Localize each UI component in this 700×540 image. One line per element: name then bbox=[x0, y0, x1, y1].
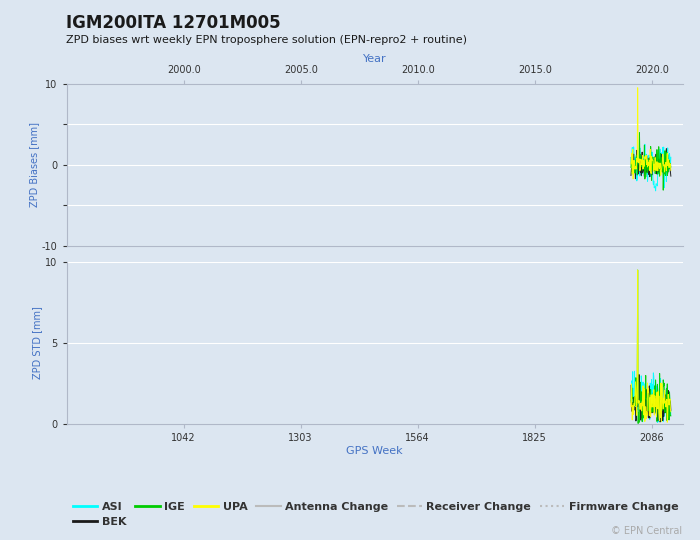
X-axis label: Year: Year bbox=[363, 54, 386, 64]
Text: © EPN Central: © EPN Central bbox=[611, 525, 682, 536]
Y-axis label: ZPD Biases [mm]: ZPD Biases [mm] bbox=[29, 122, 39, 207]
X-axis label: GPS Week: GPS Week bbox=[346, 446, 402, 456]
Y-axis label: ZPD STD [mm]: ZPD STD [mm] bbox=[32, 307, 43, 379]
Text: IGM200ITA 12701M005: IGM200ITA 12701M005 bbox=[66, 14, 281, 31]
Text: ZPD biases wrt weekly EPN troposphere solution (EPN-repro2 + routine): ZPD biases wrt weekly EPN troposphere so… bbox=[66, 35, 468, 45]
Legend: ASI, BEK, IGE, UPA, Antenna Change, Receiver Change, Firmware Change: ASI, BEK, IGE, UPA, Antenna Change, Rece… bbox=[69, 497, 682, 532]
